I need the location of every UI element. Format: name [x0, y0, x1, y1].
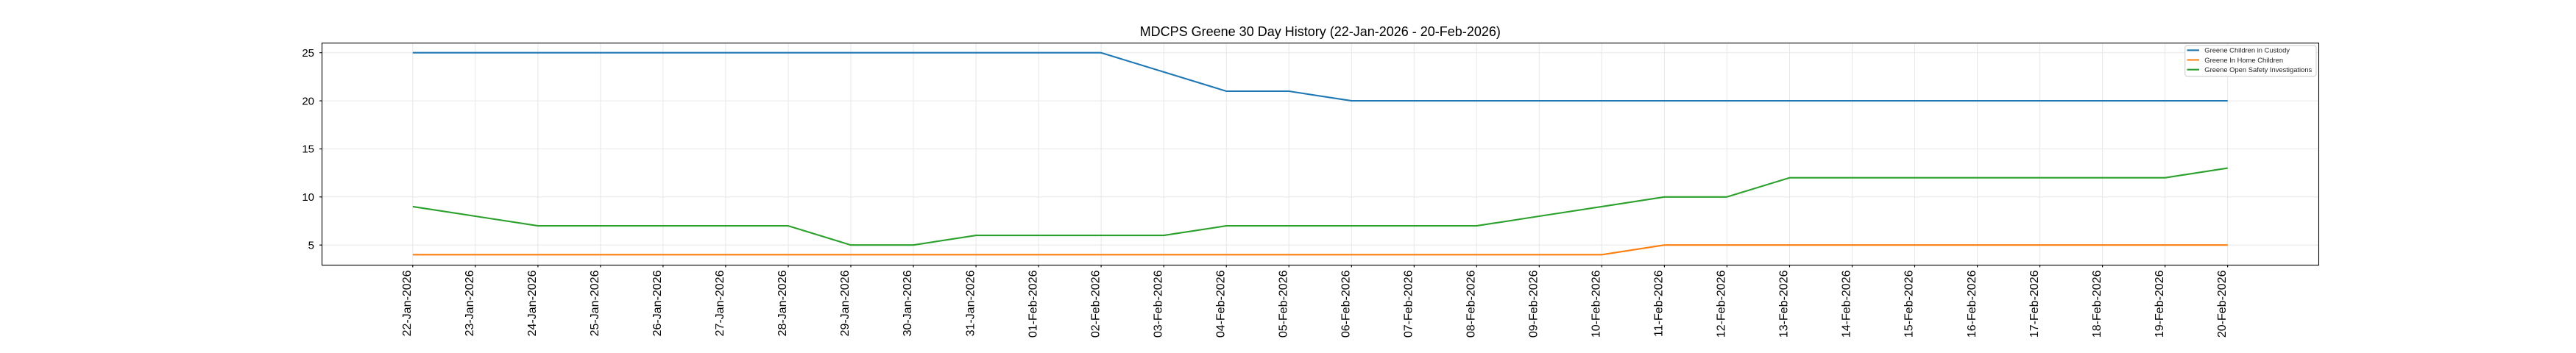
svg-text:10: 10: [302, 191, 314, 204]
svg-text:12-Feb-2026: 12-Feb-2026: [1716, 270, 1728, 338]
svg-text:20: 20: [302, 95, 314, 107]
svg-text:27-Jan-2026: 27-Jan-2026: [714, 270, 726, 336]
svg-text:15-Feb-2026: 15-Feb-2026: [1903, 270, 1916, 338]
svg-text:20-Feb-2026: 20-Feb-2026: [2216, 270, 2229, 338]
svg-text:13-Feb-2026: 13-Feb-2026: [1778, 270, 1791, 338]
svg-text:17-Feb-2026: 17-Feb-2026: [2028, 270, 2041, 338]
svg-text:25: 25: [302, 47, 314, 60]
svg-text:24-Jan-2026: 24-Jan-2026: [526, 270, 539, 336]
svg-text:22-Jan-2026: 22-Jan-2026: [401, 270, 414, 336]
svg-text:23-Jan-2026: 23-Jan-2026: [464, 270, 476, 336]
svg-text:10-Feb-2026: 10-Feb-2026: [1590, 270, 1603, 338]
svg-text:26-Jan-2026: 26-Jan-2026: [651, 270, 664, 336]
svg-text:Greene Open Safety Investigati: Greene Open Safety Investigations: [2204, 65, 2312, 74]
svg-text:05-Feb-2026: 05-Feb-2026: [1277, 270, 1289, 338]
svg-text:5: 5: [308, 239, 314, 252]
svg-text:30-Jan-2026: 30-Jan-2026: [902, 270, 914, 336]
svg-text:07-Feb-2026: 07-Feb-2026: [1403, 270, 1415, 338]
svg-text:01-Feb-2026: 01-Feb-2026: [1027, 270, 1039, 338]
svg-text:29-Jan-2026: 29-Jan-2026: [839, 270, 852, 336]
svg-text:Greene Children in Custody: Greene Children in Custody: [2204, 46, 2290, 54]
svg-text:19-Feb-2026: 19-Feb-2026: [2154, 270, 2166, 338]
svg-text:06-Feb-2026: 06-Feb-2026: [1340, 270, 1353, 338]
svg-text:16-Feb-2026: 16-Feb-2026: [1966, 270, 1978, 338]
svg-text:31-Jan-2026: 31-Jan-2026: [964, 270, 977, 336]
svg-text:03-Feb-2026: 03-Feb-2026: [1152, 270, 1164, 338]
svg-text:18-Feb-2026: 18-Feb-2026: [2091, 270, 2103, 338]
svg-text:28-Jan-2026: 28-Jan-2026: [776, 270, 789, 336]
svg-text:15: 15: [302, 143, 314, 156]
svg-text:11-Feb-2026: 11-Feb-2026: [1653, 270, 1666, 337]
svg-text:MDCPS Greene 30 Day History (2: MDCPS Greene 30 Day History (22-Jan-2026…: [1140, 24, 1501, 39]
svg-text:08-Feb-2026: 08-Feb-2026: [1465, 270, 1478, 338]
svg-text:09-Feb-2026: 09-Feb-2026: [1528, 270, 1540, 338]
svg-text:25-Jan-2026: 25-Jan-2026: [589, 270, 601, 336]
svg-text:02-Feb-2026: 02-Feb-2026: [1089, 270, 1102, 338]
svg-text:04-Feb-2026: 04-Feb-2026: [1214, 270, 1227, 338]
svg-text:Greene In Home Children: Greene In Home Children: [2204, 56, 2283, 64]
svg-text:14-Feb-2026: 14-Feb-2026: [1841, 270, 1853, 338]
